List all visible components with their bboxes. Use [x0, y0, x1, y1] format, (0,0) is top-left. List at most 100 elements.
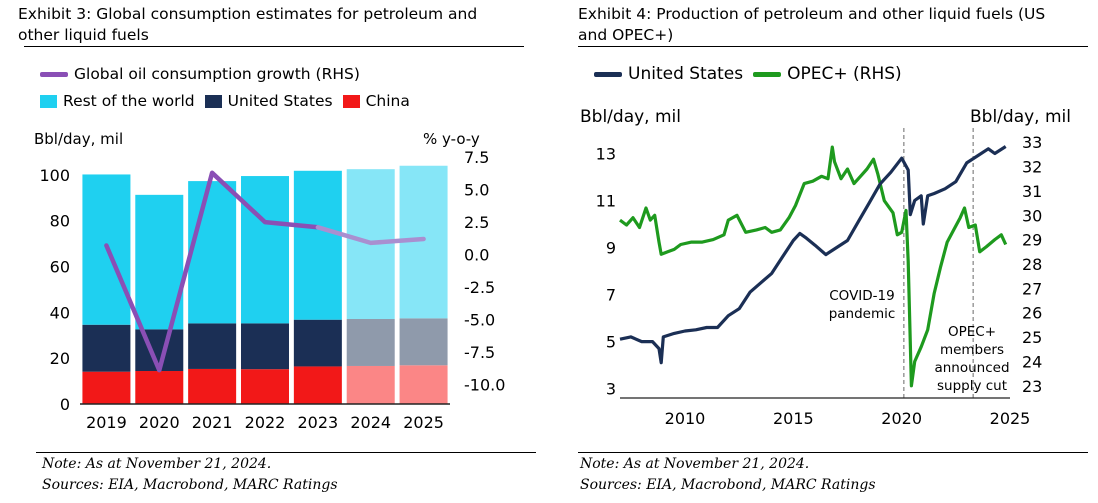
x-tick-2025: 2025: [403, 413, 444, 432]
y-tick-left: 0: [60, 395, 70, 414]
y-tick-left: 9: [606, 239, 616, 258]
bar-us-2024: [346, 319, 395, 366]
bar-rest-2022: [241, 176, 289, 324]
x-tick-2020: 2020: [139, 413, 180, 432]
y-tick-right: -5.0: [464, 311, 495, 330]
y-tick-right: 0.0: [464, 246, 489, 265]
chart-exhibit-4: Bbl/day, mil Bbl/day, mil 3 5 7 9 11 13 23 24 25…: [580, 107, 1071, 428]
y-tick-right: 7.5: [464, 148, 489, 167]
bar-china-2022: [241, 369, 289, 404]
y-tick-right: 27: [1022, 279, 1042, 298]
legend-swatch-rest: [40, 94, 57, 108]
y-tick-left: 13: [596, 145, 616, 164]
bar-rest-2021: [188, 181, 237, 324]
annotation-covid: COVID-19: [829, 288, 894, 304]
y-tick-left: 5: [606, 333, 616, 352]
y-tick-right: 29: [1022, 231, 1042, 250]
legend-line-swatch: [40, 71, 68, 77]
annotation-opec-cut: announced: [934, 360, 1009, 376]
exhibit-3-title: Exhibit 3: Global consumption estimates …: [18, 5, 478, 44]
annotation-opec-cut: supply cut: [937, 378, 1007, 394]
x-tick-2021: 2021: [192, 413, 233, 432]
legend-row: United States OPEC+ (RHS): [594, 64, 902, 84]
x-tick-2023: 2023: [297, 413, 338, 432]
y-tick-right: 5.0: [464, 181, 489, 200]
y-axis-label-left: Bbl/day, mil: [34, 130, 123, 148]
x-tick-2019: 2019: [86, 413, 127, 432]
y-tick-right: 25: [1022, 328, 1042, 347]
y-tick-right: 23: [1022, 377, 1042, 396]
y-tick-left: 11: [596, 192, 616, 211]
note-text: Note: As at November 21, 2024.: [42, 456, 272, 472]
y-tick-right: 26: [1022, 304, 1042, 323]
y-tick-right: -7.5: [464, 343, 495, 362]
annotation-covid: pandemic: [829, 306, 896, 322]
y-tick-left: 20: [50, 349, 70, 368]
y-axis-label-right: % y-o-y: [423, 130, 480, 148]
x-tick-2020: 2020: [881, 409, 922, 428]
y-tick-right: 33: [1022, 133, 1042, 152]
legend-swatch-china: [342, 94, 360, 108]
bar-china-2025: [399, 365, 448, 404]
legend-label-rest: Rest of the world: [63, 92, 195, 110]
bar-us-2023: [293, 319, 342, 367]
growth-line-forecast: [315, 225, 426, 246]
x-tick-2025: 2025: [990, 409, 1031, 428]
legend-item-growth: Global oil consumption growth (RHS): [40, 65, 360, 83]
note-text: Note: As at November 21, 2024.: [580, 456, 810, 472]
bar-china-2024: [346, 365, 395, 404]
opec-line: [619, 145, 1008, 388]
bar-china-2023: [293, 366, 342, 404]
exhibit-3-panel: Exhibit 3: Global consumption estimates …: [0, 0, 540, 503]
legend-swatch-us: [594, 71, 622, 77]
y-axis-label-right: Bbl/day, mil: [970, 107, 1071, 127]
legend-swatch-opec: [753, 71, 782, 77]
y-tick-right: 2.5: [464, 213, 489, 232]
note-rule: [578, 452, 1088, 453]
y-tick-right: 28: [1022, 255, 1042, 274]
sources-text: Sources: EIA, Macrobond, MARC Ratings: [580, 477, 876, 493]
y-tick-right: 31: [1022, 182, 1042, 201]
x-tick-2010: 2010: [665, 409, 706, 428]
x-tick-2024: 2024: [350, 413, 391, 432]
annotation-opec-cut: members: [940, 342, 1004, 358]
exhibit-4-title: Exhibit 4: Production of petroleum and o…: [578, 5, 1046, 44]
y-tick-left: 7: [606, 286, 616, 305]
bar-china-2019: [82, 371, 131, 404]
annotation-opec-cut: OPEC+: [948, 324, 996, 340]
legend-label-opec: OPEC+ (RHS): [787, 64, 902, 84]
bar-china-2021: [188, 368, 237, 404]
legend-label-china: China: [365, 92, 410, 110]
y-tick-left: 100: [39, 166, 70, 185]
legend-row-bars: Rest of the world United States China: [40, 92, 410, 110]
y-tick-left: 80: [50, 212, 70, 231]
sources-text: Sources: EIA, Macrobond, MARC Ratings: [42, 477, 338, 493]
bar-rest-2023: [293, 170, 342, 320]
us-line: [619, 145, 1007, 365]
y-tick-left: 40: [50, 303, 70, 322]
chart-exhibit-3: Bbl/day, mil % y-o-y 0 20 40 60 80 100 7.5 5.0 2…: [34, 130, 505, 432]
y-tick-right: -10.0: [464, 376, 505, 395]
y-tick-right: 30: [1022, 206, 1042, 225]
bar-us-2025: [399, 318, 448, 366]
title-rule: [24, 46, 524, 47]
bar-us-2019: [82, 324, 131, 372]
legend-swatch-us: [204, 94, 222, 108]
note-rule: [36, 452, 536, 453]
y-tick-right: 32: [1022, 158, 1042, 177]
y-tick-left: 3: [606, 380, 616, 399]
title-rule: [578, 46, 1088, 47]
bar-china-2020: [135, 371, 184, 404]
growth-line-actual: [104, 170, 321, 373]
bar-us-2022: [241, 323, 289, 370]
y-tick-left: 60: [50, 258, 70, 277]
exhibit-4-panel: Exhibit 4: Production of petroleum and o…: [570, 0, 1098, 503]
y-axis-label-left: Bbl/day, mil: [580, 107, 681, 127]
legend-label-us: United States: [628, 64, 744, 84]
legend-label-us: United States: [227, 92, 333, 110]
bar-us-2021: [188, 323, 237, 369]
x-tick-2015: 2015: [773, 409, 814, 428]
y-tick-right: 24: [1022, 352, 1042, 371]
y-tick-right: -2.5: [464, 278, 495, 297]
x-tick-2022: 2022: [245, 413, 286, 432]
